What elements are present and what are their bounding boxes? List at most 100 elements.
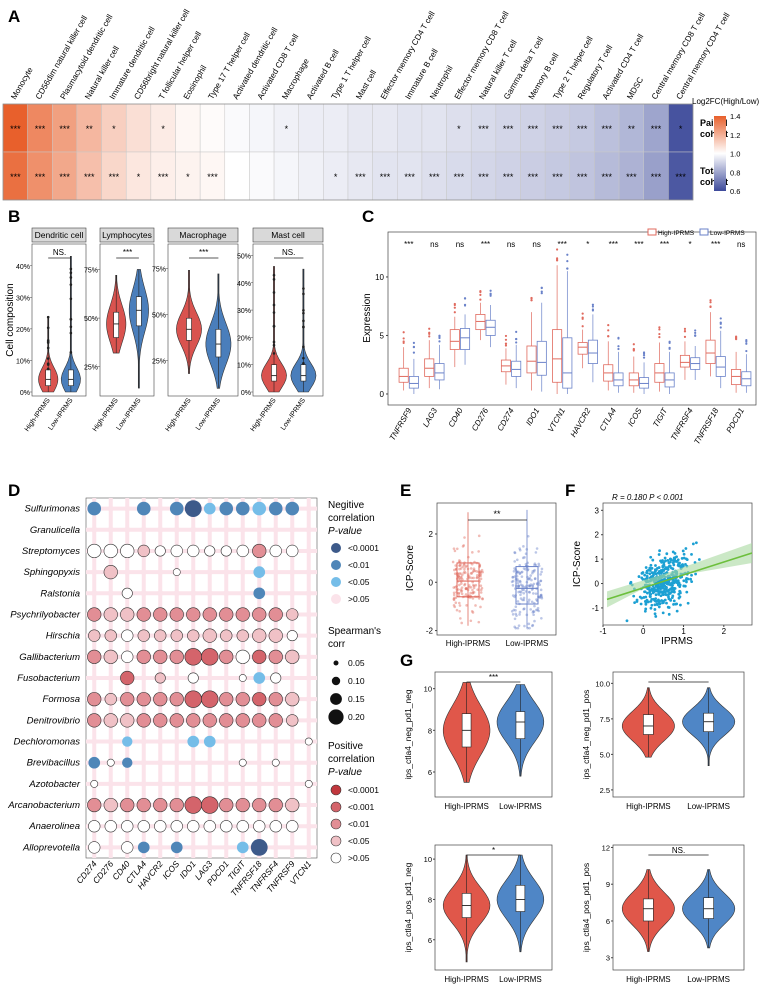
data-point — [464, 587, 468, 591]
correlation-dot — [121, 841, 134, 854]
box-body — [456, 562, 480, 598]
data-point — [640, 576, 644, 580]
outlier-point — [745, 342, 748, 345]
box-body — [643, 714, 654, 735]
data-point — [680, 563, 684, 567]
legend-label: High-IPRMS — [658, 230, 695, 237]
correlation-dot — [256, 759, 263, 766]
data-point — [460, 586, 464, 589]
outlier-point — [709, 301, 712, 304]
correlation-dot — [286, 820, 299, 833]
outlier-point — [540, 290, 543, 293]
correlation-dot — [252, 713, 267, 728]
data-point — [477, 550, 480, 553]
correlation-dot — [91, 526, 98, 533]
correlation-dot — [238, 758, 247, 767]
x-tick-label: TNFRSF18 — [692, 406, 720, 446]
significance-mark: *** — [675, 172, 686, 182]
outlier-point — [272, 343, 276, 347]
data-point — [527, 600, 530, 604]
outlier-point — [515, 330, 518, 333]
data-point — [510, 609, 514, 613]
data-point — [469, 572, 473, 575]
outlier-point — [632, 349, 635, 352]
correlation-dot — [219, 501, 234, 516]
data-point — [512, 608, 516, 612]
data-point — [454, 601, 458, 604]
legend-label: <0.01 — [348, 819, 370, 829]
correlation-dot — [124, 526, 131, 533]
x-tick-label: Low-IPRMS — [115, 397, 142, 432]
data-point — [455, 608, 459, 612]
data-point — [517, 590, 520, 594]
correlation-dot — [121, 650, 134, 663]
legend-swatch — [330, 852, 342, 864]
y-tick-label: 10.0 — [595, 679, 610, 688]
outlier-point — [453, 306, 456, 309]
correlation-dot — [206, 844, 213, 851]
correlation-dot — [268, 501, 283, 516]
correlation-dot — [91, 675, 98, 681]
data-point — [533, 577, 537, 580]
y-tick-label: 3 — [595, 506, 600, 515]
correlation-dot — [103, 649, 118, 664]
outlier-point — [668, 346, 671, 349]
data-point — [647, 600, 650, 604]
legend-label: <0.01 — [348, 560, 370, 570]
outlier-point — [566, 253, 569, 256]
significance-mark: *** — [59, 172, 70, 182]
y-tick-label: 0% — [241, 390, 251, 397]
data-point — [648, 572, 652, 576]
correlation-dot — [289, 590, 296, 597]
data-point — [522, 545, 525, 548]
data-point — [459, 567, 463, 570]
correlation-dot — [157, 590, 164, 597]
panel-letter-a: A — [8, 7, 20, 26]
plot-frame — [387, 231, 757, 406]
correlation-dot — [137, 544, 150, 558]
outlier-point — [504, 342, 508, 345]
correlation-dot — [252, 607, 267, 622]
data-point — [452, 586, 456, 589]
data-point — [532, 592, 535, 595]
legend-label: Low-IPRMS — [710, 230, 745, 237]
significance-label: *** — [123, 248, 132, 257]
correlation-dot — [289, 569, 296, 576]
correlation-dot — [121, 587, 133, 599]
significance-label: ns — [507, 240, 515, 249]
legend-swatch — [647, 228, 657, 236]
y-tick-label: 40% — [237, 281, 251, 288]
correlation-dot — [153, 797, 168, 813]
data-point — [452, 596, 456, 600]
data-point — [539, 573, 542, 576]
genus-label: Azotobacter — [28, 779, 81, 790]
data-point — [464, 565, 467, 569]
correlation-dot — [154, 629, 167, 642]
significance-mark: * — [137, 172, 141, 182]
correlation-dot — [201, 648, 219, 666]
y-tick-label: 12 — [602, 843, 610, 852]
data-point — [464, 587, 468, 590]
data-point — [463, 563, 466, 567]
x-tick-label: High-IPRMS — [250, 397, 278, 433]
data-point — [477, 534, 481, 538]
correlation-dot — [184, 500, 202, 517]
correlation-dot — [170, 820, 183, 833]
panel-letter-d: D — [8, 481, 20, 500]
genus-label: Dechloromonas — [13, 737, 80, 748]
data-point — [671, 567, 675, 571]
legend-tick: 0.6 — [730, 187, 740, 196]
box-body — [587, 339, 598, 364]
correlation-dot — [187, 820, 200, 833]
x-tick-label: VTCN1 — [546, 407, 567, 434]
data-point — [690, 552, 693, 556]
x-tick-label: CD40 — [447, 406, 465, 429]
outlier-point — [658, 328, 661, 331]
heatmap-cell — [347, 151, 373, 201]
data-point — [668, 564, 672, 568]
y-tick-label: -1 — [592, 604, 600, 613]
correlation-dot — [253, 672, 266, 684]
panel-letter-c: C — [362, 207, 374, 226]
heatmap-cell — [372, 103, 398, 153]
box-body — [515, 885, 526, 912]
